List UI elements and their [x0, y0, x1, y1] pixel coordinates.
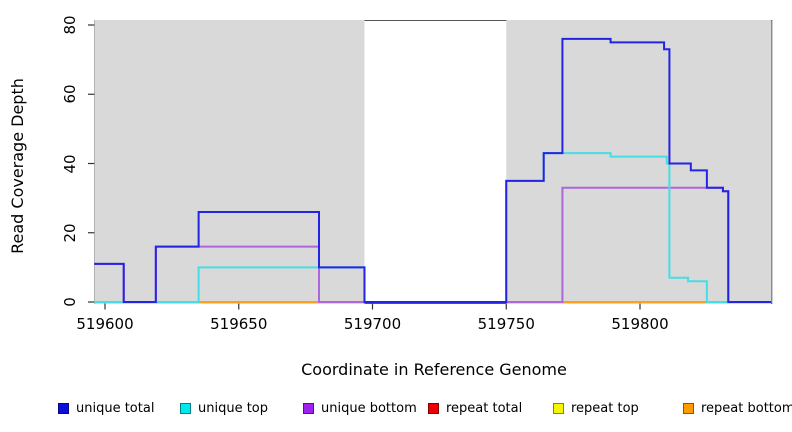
x-tick-label: 519750: [477, 315, 535, 333]
legend-swatch-icon: [180, 403, 191, 414]
legend-label: unique top: [198, 401, 269, 416]
legend-swatch-icon: [428, 403, 439, 414]
shaded-region: [506, 20, 772, 304]
legend-label: repeat bottom: [701, 401, 792, 416]
legend-swatch-icon: [683, 403, 694, 414]
y-tick-label: 40: [61, 153, 79, 174]
legend-label: repeat top: [571, 401, 639, 416]
legend-swatch-icon: [303, 403, 314, 414]
legend-swatch-icon: [553, 403, 564, 414]
legend-swatch-icon: [58, 403, 69, 414]
y-tick-label: 60: [61, 84, 79, 104]
y-axis-title: Read Coverage Depth: [8, 78, 27, 254]
legend-label: unique total: [76, 401, 155, 416]
legend-label: unique bottom: [321, 401, 417, 416]
x-tick-label: 519700: [343, 315, 402, 333]
legend: unique total unique top unique bottom repea…: [0, 400, 792, 422]
shaded-region: [94, 20, 365, 304]
x-tick-label: 519600: [76, 315, 134, 333]
x-axis-title: Coordinate in Reference Genome: [301, 360, 567, 379]
legend-label: repeat total: [446, 401, 523, 416]
y-tick-label: 80: [61, 15, 79, 35]
y-tick-label: 20: [61, 223, 79, 243]
x-tick-label: 519800: [611, 315, 669, 333]
x-tick-label: 519650: [210, 315, 268, 333]
y-tick-label: 0: [61, 297, 79, 307]
series-line-unique-total: [94, 37, 772, 303]
